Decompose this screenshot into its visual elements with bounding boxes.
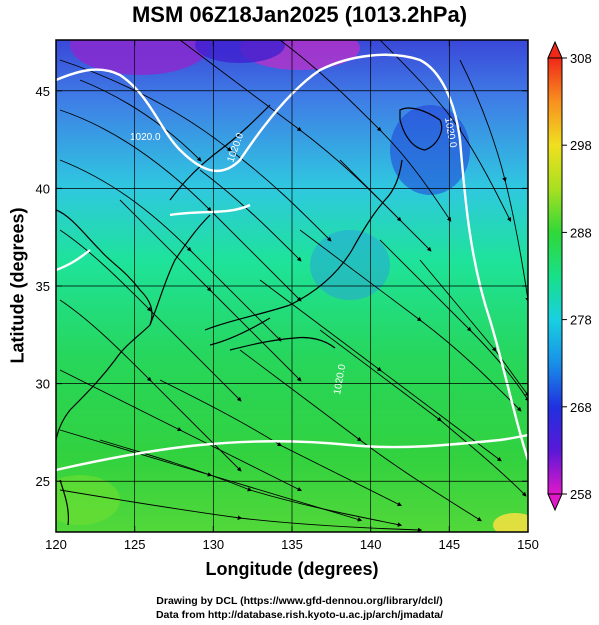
colorbar: 258 268 278 288 298 308 (547, 40, 592, 512)
map-title: MSM 06Z18Jan2025 (1013.2hPa) (131, 2, 468, 27)
colorbar-tick-label: 308 (570, 51, 592, 66)
credit-data: Data from http://database.rish.kyoto-u.a… (155, 609, 444, 621)
x-tick-label: 150 (517, 537, 539, 552)
x-tick-label: 145 (438, 537, 460, 552)
colorbar-tick-label: 258 (570, 487, 592, 502)
y-tick-label: 30 (36, 377, 50, 392)
colorbar-tick-label: 278 (570, 313, 592, 328)
y-axis-label: Latitude (degrees) (7, 207, 28, 364)
y-tick-label: 35 (36, 279, 50, 294)
contour-label: 1020.0 (442, 117, 458, 149)
colorbar-ticks: 258 268 278 288 298 308 (562, 51, 592, 502)
colorbar-top-arrow (547, 40, 563, 59)
x-axis-ticks: 120 125 130 135 140 145 150 (45, 40, 539, 552)
colorbar-tick-label: 288 (570, 225, 592, 240)
y-tick-label: 25 (36, 474, 50, 489)
colorbar-tick-label: 298 (570, 138, 592, 153)
y-axis-ticks: 25 30 35 40 45 (36, 84, 528, 489)
contour-label: 1020.0 (130, 132, 161, 143)
isobars (56, 53, 528, 472)
x-tick-label: 135 (281, 537, 303, 552)
contour-label: 1020.0 (332, 363, 348, 395)
x-tick-label: 130 (202, 537, 224, 552)
colorbar-tick-label: 268 (570, 400, 592, 415)
credit-drawing: Drawing by DCL (https://www.gfd-dennou.o… (156, 595, 443, 607)
y-tick-label: 45 (36, 84, 50, 99)
x-axis-label: Longitude (degrees) (205, 559, 379, 579)
gridlines (56, 40, 528, 532)
y-tick-label: 40 (36, 181, 50, 196)
x-tick-label: 140 (360, 537, 382, 552)
x-tick-label: 120 (45, 537, 67, 552)
x-tick-label: 125 (124, 537, 146, 552)
colorbar-bottom-arrow (547, 493, 563, 512)
